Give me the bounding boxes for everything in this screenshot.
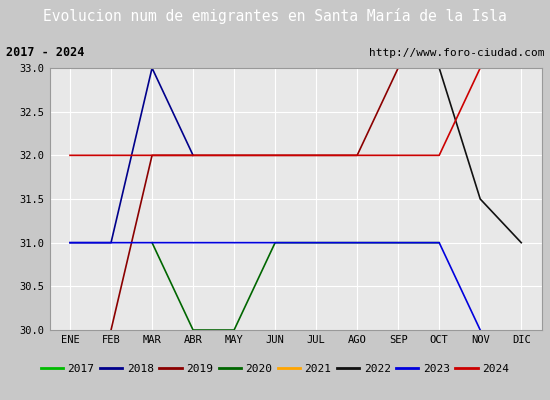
Text: http://www.foro-ciudad.com: http://www.foro-ciudad.com bbox=[369, 48, 544, 58]
Text: 2017 - 2024: 2017 - 2024 bbox=[6, 46, 84, 59]
Text: Evolucion num de emigrantes en Santa María de la Isla: Evolucion num de emigrantes en Santa Mar… bbox=[43, 8, 507, 24]
Legend: 2017, 2018, 2019, 2020, 2021, 2022, 2023, 2024: 2017, 2018, 2019, 2020, 2021, 2022, 2023… bbox=[36, 360, 514, 378]
